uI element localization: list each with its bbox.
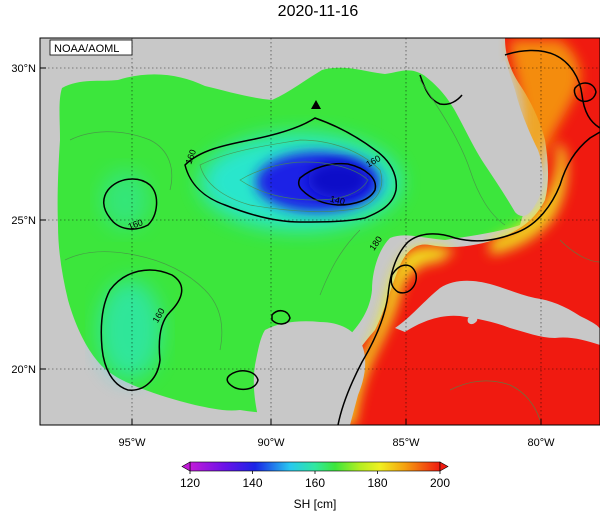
plot-area: 160 160 160 160 140 180	[40, 38, 600, 425]
lat-label-20: 20°N	[11, 364, 36, 376]
tick-marks	[40, 67, 542, 425]
contour-160-west	[103, 178, 158, 230]
thin-contour-8	[559, 239, 600, 263]
source-badge-text: NOAA/AOML	[54, 43, 119, 55]
yucatan-land	[253, 321, 366, 425]
contour-small-loop-1	[226, 370, 259, 391]
contour-atlantic-loop	[573, 82, 597, 103]
contour-label-160-c: 160	[127, 217, 145, 232]
florida-land	[425, 60, 543, 216]
colorbar: 120 140 160 180 200 SH [cm]	[180, 461, 450, 511]
cuba-island	[395, 280, 600, 345]
colorbar-gradient	[189, 461, 441, 472]
contour-180-loop-current	[337, 131, 600, 425]
contour-label-140: 140	[329, 194, 346, 207]
colorbar-left-arrow	[181, 461, 191, 472]
warm-margin-east	[490, 140, 567, 255]
west-cyan-blob	[98, 280, 162, 380]
gulf-water	[57, 67, 525, 414]
contour-label-160-a: 160	[184, 148, 199, 166]
colorbar-right-arrow	[439, 461, 449, 472]
map-title: 2020-11-16	[278, 3, 359, 20]
thin-contour-1	[199, 139, 383, 212]
colorbar-ticks	[189, 471, 441, 474]
thin-contour-6	[319, 229, 361, 296]
contour-small-loop-2	[271, 310, 291, 325]
nw-cyan-blob	[100, 170, 150, 230]
cbar-label-180: 180	[367, 476, 387, 490]
contour-140	[297, 162, 377, 206]
lon-label-90: 90°W	[257, 437, 285, 449]
triangle-marker-icon	[311, 100, 321, 109]
contour-180-north	[504, 49, 600, 129]
lat-label-25: 25°N	[11, 215, 36, 227]
thin-contour-7	[449, 380, 541, 421]
contour-160-southwest	[100, 269, 183, 391]
isle-of-youth	[467, 316, 478, 325]
lon-label-95: 95°W	[118, 437, 146, 449]
gridlines	[40, 38, 600, 425]
cbar-label-200: 200	[430, 476, 450, 490]
lon-label-85: 85°W	[392, 437, 420, 449]
thin-contour-5	[419, 79, 506, 226]
source-badge-box	[49, 39, 133, 56]
thin-contour-3	[69, 131, 173, 191]
cbar-label-140: 140	[242, 476, 262, 490]
thin-contour-4	[64, 251, 223, 351]
cbar-label-120: 120	[180, 476, 200, 490]
plot-frame	[39, 37, 600, 426]
thin-contours	[64, 79, 600, 421]
cbar-label-160: 160	[305, 476, 325, 490]
contour-160-central	[184, 117, 398, 223]
thin-contour-2	[239, 161, 369, 201]
lat-label-30: 30°N	[11, 63, 36, 75]
contour-caribbean-west	[390, 264, 417, 294]
colorbar-title: SH [cm]	[294, 497, 337, 511]
lon-label-80: 80°W	[527, 437, 555, 449]
